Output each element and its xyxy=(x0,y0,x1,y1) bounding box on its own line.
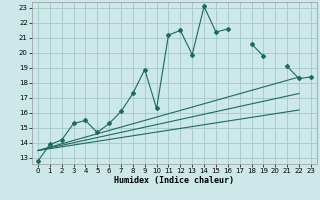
X-axis label: Humidex (Indice chaleur): Humidex (Indice chaleur) xyxy=(115,176,234,185)
